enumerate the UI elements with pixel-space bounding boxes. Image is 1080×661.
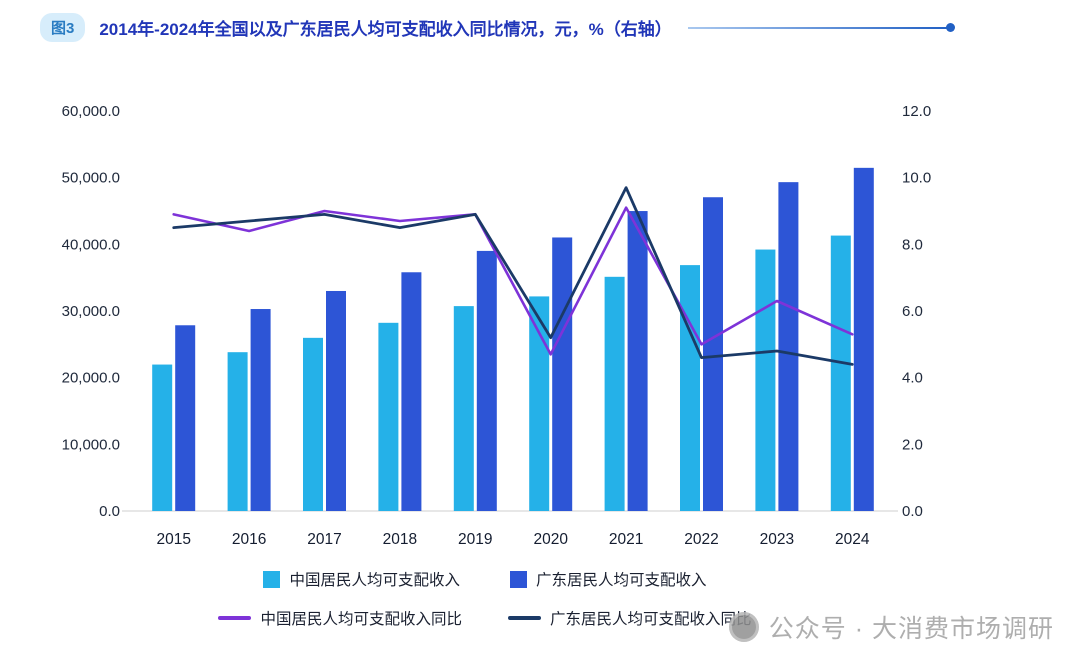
left-axis-tick: 40,000.0: [62, 236, 120, 253]
legend-label: 中国居民人均可支配收入同比: [260, 611, 462, 628]
x-axis-label: 2018: [383, 531, 417, 548]
left-axis-tick: 60,000.0: [62, 103, 120, 120]
decorative-line: [687, 23, 956, 32]
right-axis-tick: 2.0: [902, 436, 923, 453]
line-series: [172, 206, 854, 356]
bar: [627, 211, 648, 511]
watermark: 公众号 · 大消费市场调研: [728, 609, 1054, 645]
right-axis-tick: 0.0: [902, 503, 923, 520]
x-axis-label: 2019: [458, 531, 492, 548]
left-axis-tick: 50,000.0: [62, 170, 120, 187]
legend-item: 广东居民人均可支配收入: [510, 568, 707, 590]
x-axis-label: 2016: [232, 531, 266, 548]
right-axis-tick: 8.0: [902, 236, 923, 253]
bar: [830, 235, 851, 511]
right-axis-tick: 4.0: [902, 370, 923, 387]
bar: [326, 290, 346, 511]
legend-row-lines: 中国居民人均可支配收入同比 广东居民人均可支配收入同比: [0, 607, 1080, 629]
bar: [680, 265, 700, 511]
left-axis-tick: 20,000.0: [62, 370, 120, 387]
bar: [755, 249, 776, 511]
figure-badge: 图3: [40, 13, 86, 42]
x-axis-label: 2022: [684, 531, 718, 548]
left-axis-tick: 0.0: [99, 503, 120, 520]
x-axis-label: 2023: [760, 531, 794, 548]
legend-row-bars: 中国居民人均可支配收入 广东居民人均可支配收入: [0, 568, 1080, 590]
bar: [604, 276, 625, 511]
line-series: [172, 186, 854, 366]
legend-item: 中国居民人均可支配收入同比: [218, 607, 462, 629]
bar: [250, 309, 271, 511]
x-axis-label: 2021: [609, 531, 643, 548]
legend-line-marker: [508, 616, 541, 620]
legend-label: 广东居民人均可支配收入同比: [550, 611, 752, 628]
legend-swatch: [263, 570, 281, 588]
x-axis-label: 2020: [533, 531, 568, 548]
bar: [703, 197, 723, 511]
legend-item: 中国居民人均可支配收入: [263, 568, 460, 590]
legend-item: 广东居民人均可支配收入同比: [508, 607, 752, 629]
right-axis-tick: 10.0: [902, 170, 931, 187]
x-axis-label: 2017: [307, 531, 341, 548]
x-axis-label: 2015: [156, 531, 190, 548]
bar: [378, 322, 399, 511]
legend-label: 广东居民人均可支配收入: [536, 572, 707, 589]
bar: [529, 296, 550, 511]
chart-title: 2014年-2024年全国以及广东居民人均可支配收入同比情况，元，%（右轴）: [99, 20, 672, 39]
chart-header: 图3 2014年-2024年全国以及广东居民人均可支配收入同比情况，元，%（右轴…: [40, 13, 1080, 42]
left-axis-tick: 30,000.0: [62, 303, 120, 320]
bar: [303, 337, 323, 511]
combo-chart: 0.0 10,000.0 20,000.0 30,000.0 40,000.0 50,00…: [62, 103, 932, 548]
legend-line-marker: [218, 616, 252, 620]
bar: [227, 352, 248, 511]
legend-label: 中国居民人均可支配收入: [289, 572, 460, 589]
watermark-logo-icon: [728, 612, 759, 642]
right-axis-tick: 6.0: [902, 303, 923, 320]
bar: [853, 167, 874, 511]
bar: [778, 182, 799, 512]
legend-swatch: [510, 570, 527, 588]
watermark-text: 公众号 · 大消费市场调研: [768, 615, 1054, 643]
bar: [476, 250, 497, 511]
bar: [552, 237, 573, 511]
right-axis-tick: 12.0: [902, 103, 931, 120]
left-axis-tick: 10,000.0: [62, 436, 120, 453]
bar: [453, 306, 474, 511]
bar: [152, 364, 173, 511]
bar: [401, 272, 422, 511]
x-axis-label: 2024: [835, 531, 870, 548]
bar: [175, 325, 196, 511]
